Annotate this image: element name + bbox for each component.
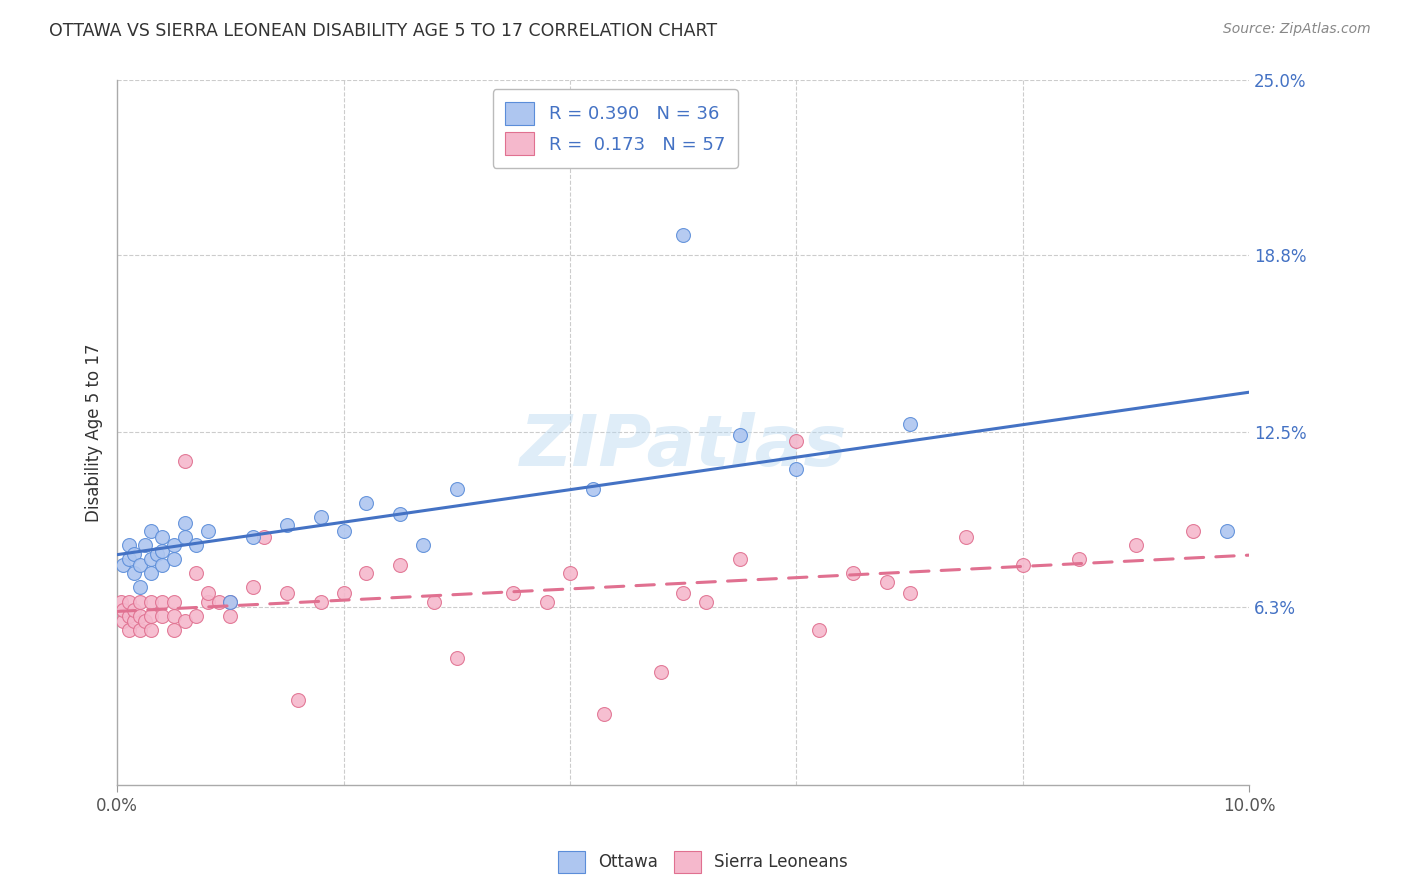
Point bbox=[174, 614, 197, 628]
Point bbox=[163, 594, 186, 608]
Point bbox=[134, 538, 156, 552]
Point bbox=[309, 510, 332, 524]
Point bbox=[141, 594, 163, 608]
Point bbox=[287, 693, 309, 707]
Text: OTTAWA VS SIERRA LEONEAN DISABILITY AGE 5 TO 17 CORRELATION CHART: OTTAWA VS SIERRA LEONEAN DISABILITY AGE … bbox=[49, 22, 717, 40]
Point bbox=[695, 594, 717, 608]
Text: ZIPatlas: ZIPatlas bbox=[519, 412, 846, 481]
Legend: Ottawa, Sierra Leoneans: Ottawa, Sierra Leoneans bbox=[551, 845, 855, 880]
Point bbox=[955, 530, 977, 544]
Point bbox=[672, 227, 695, 242]
Y-axis label: Disability Age 5 to 17: Disability Age 5 to 17 bbox=[86, 343, 103, 522]
Point bbox=[389, 558, 412, 572]
Legend: R = 0.390   N = 36, R =  0.173   N = 57: R = 0.390 N = 36, R = 0.173 N = 57 bbox=[492, 89, 738, 168]
Point bbox=[141, 566, 163, 581]
Point bbox=[242, 581, 264, 595]
Point bbox=[186, 538, 208, 552]
Point bbox=[174, 516, 197, 530]
Point bbox=[141, 623, 163, 637]
Point bbox=[276, 518, 298, 533]
Point bbox=[672, 586, 695, 600]
Point bbox=[146, 547, 169, 561]
Point bbox=[152, 608, 174, 623]
Point bbox=[128, 608, 150, 623]
Point bbox=[163, 623, 186, 637]
Point bbox=[134, 614, 156, 628]
Point bbox=[309, 594, 332, 608]
Point bbox=[898, 417, 921, 431]
Point bbox=[163, 552, 186, 566]
Point bbox=[111, 614, 134, 628]
Text: Source: ZipAtlas.com: Source: ZipAtlas.com bbox=[1223, 22, 1371, 37]
Point bbox=[1181, 524, 1204, 538]
Point bbox=[163, 608, 186, 623]
Point bbox=[141, 524, 163, 538]
Point bbox=[389, 507, 412, 521]
Point bbox=[128, 558, 150, 572]
Point bbox=[163, 538, 186, 552]
Point bbox=[122, 603, 145, 617]
Point bbox=[876, 574, 898, 589]
Point bbox=[354, 566, 377, 581]
Point bbox=[110, 594, 132, 608]
Point bbox=[423, 594, 446, 608]
Point bbox=[186, 566, 208, 581]
Point bbox=[152, 543, 174, 558]
Point bbox=[446, 651, 468, 665]
Point bbox=[186, 608, 208, 623]
Point bbox=[122, 547, 145, 561]
Point bbox=[728, 552, 751, 566]
Point bbox=[152, 558, 174, 572]
Point bbox=[1011, 558, 1033, 572]
Point bbox=[808, 623, 831, 637]
Point bbox=[842, 566, 865, 581]
Point bbox=[593, 707, 616, 722]
Point bbox=[128, 594, 150, 608]
Point bbox=[117, 623, 139, 637]
Point bbox=[117, 594, 139, 608]
Point bbox=[785, 462, 807, 476]
Point bbox=[219, 608, 242, 623]
Point bbox=[174, 453, 197, 467]
Point bbox=[650, 665, 672, 679]
Point bbox=[785, 434, 807, 448]
Point bbox=[152, 530, 174, 544]
Point bbox=[581, 482, 603, 496]
Point bbox=[219, 594, 242, 608]
Point bbox=[898, 586, 921, 600]
Point bbox=[174, 530, 197, 544]
Point bbox=[502, 586, 524, 600]
Point bbox=[412, 538, 434, 552]
Point bbox=[242, 530, 264, 544]
Point bbox=[1215, 524, 1237, 538]
Point bbox=[122, 614, 145, 628]
Point bbox=[332, 586, 354, 600]
Point bbox=[558, 566, 581, 581]
Point bbox=[1069, 552, 1091, 566]
Point bbox=[446, 482, 468, 496]
Point bbox=[128, 623, 150, 637]
Point bbox=[111, 603, 134, 617]
Point bbox=[208, 594, 231, 608]
Point bbox=[141, 552, 163, 566]
Point bbox=[128, 581, 150, 595]
Point bbox=[117, 608, 139, 623]
Point bbox=[276, 586, 298, 600]
Point bbox=[728, 428, 751, 442]
Point bbox=[197, 594, 219, 608]
Point bbox=[122, 566, 145, 581]
Point bbox=[152, 594, 174, 608]
Point bbox=[332, 524, 354, 538]
Point bbox=[117, 552, 139, 566]
Point bbox=[111, 558, 134, 572]
Point bbox=[197, 524, 219, 538]
Point bbox=[253, 530, 276, 544]
Point bbox=[219, 594, 242, 608]
Point bbox=[117, 538, 139, 552]
Point bbox=[141, 608, 163, 623]
Point bbox=[536, 594, 558, 608]
Point bbox=[1125, 538, 1147, 552]
Point bbox=[197, 586, 219, 600]
Point bbox=[354, 496, 377, 510]
